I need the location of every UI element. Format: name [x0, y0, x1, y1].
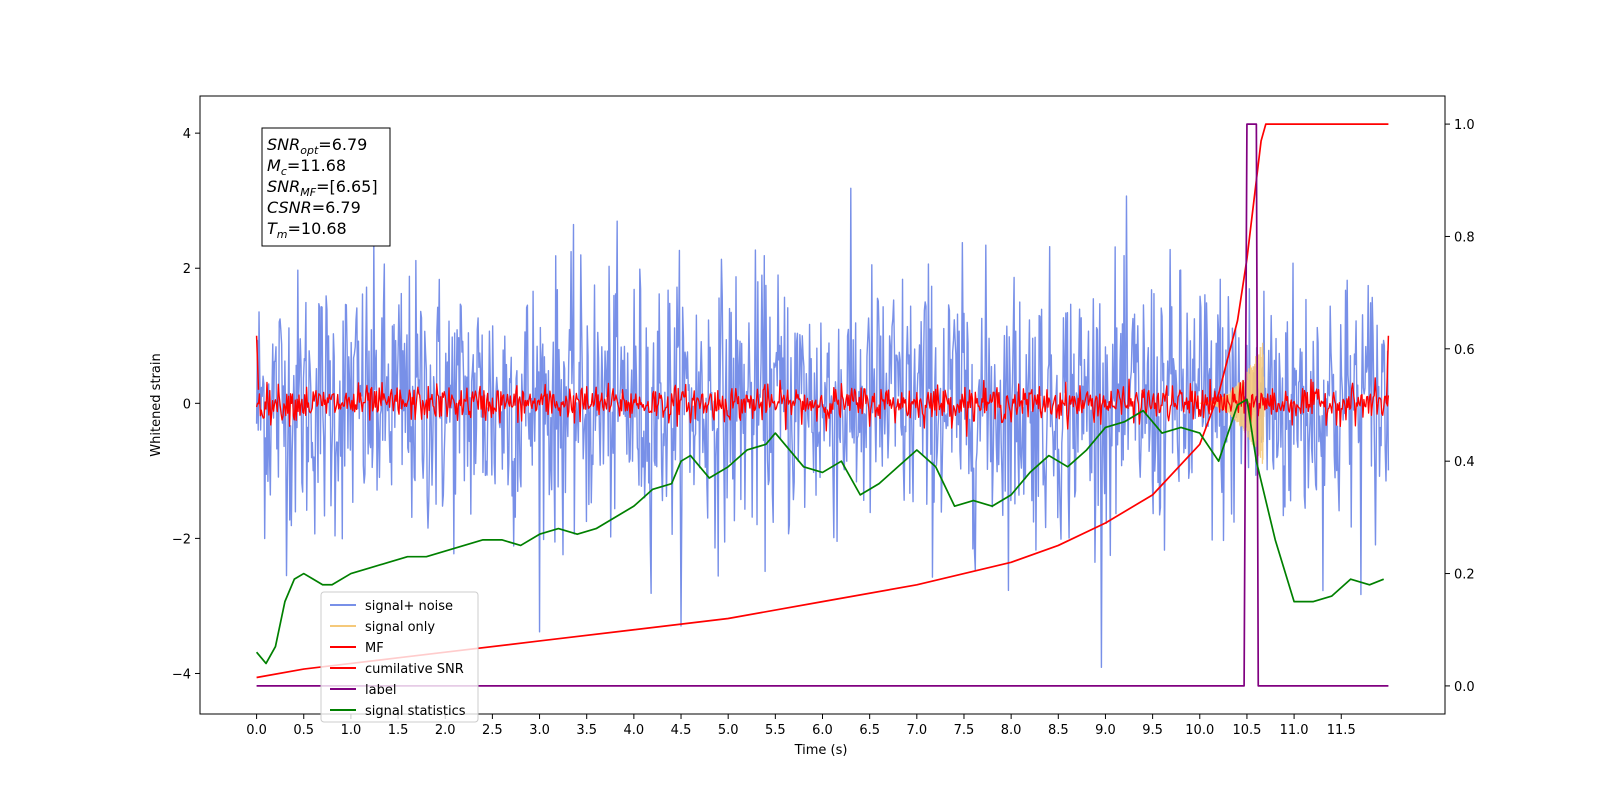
mf-end-spike [1385, 335, 1390, 404]
x-tick-label: 9.0 [1095, 723, 1116, 738]
annotation-line: SNRopt=6.79 [267, 135, 367, 157]
series-signal-statistics-line [255, 398, 1385, 665]
left-y-tick-label: 0 [183, 397, 191, 412]
x-tick-label: 11.0 [1280, 723, 1309, 738]
x-tick-label: 3.0 [529, 723, 550, 738]
series-mf-line [255, 377, 1390, 437]
y-axis-label: Whitened strain [149, 353, 164, 456]
x-tick-label: 8.5 [1048, 723, 1069, 738]
series-layer [255, 123, 1390, 687]
left-y-tick-label: −4 [172, 667, 191, 682]
x-tick-label: 3.5 [576, 723, 597, 738]
annotation-box: SNRopt=6.79Mc=11.68SNRMF=[6.65]CSNR=6.79… [261, 127, 391, 247]
x-tick-label: 7.0 [906, 723, 927, 738]
legend-label: MF [365, 641, 384, 656]
right-y-tick-label: 0.8 [1454, 230, 1475, 245]
x-tick-label: 1.5 [388, 723, 409, 738]
left-y-tick-label: 2 [183, 262, 191, 277]
series-signal-noise-line [255, 187, 1390, 669]
x-tick-label: 10.5 [1232, 723, 1261, 738]
annotation-frame [261, 127, 391, 247]
x-tick-label: 7.5 [954, 723, 975, 738]
x-tick-label: 5.5 [765, 723, 786, 738]
x-tick-label: 2.5 [482, 723, 503, 738]
series-label-line [256, 123, 1389, 687]
legend-label: signal statistics [365, 704, 466, 719]
left-y-axis: −4 −2 0 2 4 [172, 127, 200, 682]
x-tick-label: 5.0 [718, 723, 739, 738]
x-tick-label: 4.0 [624, 723, 645, 738]
right-y-tick-label: 0.4 [1454, 455, 1475, 470]
annotation-line: SNRMF=[6.65] [267, 177, 378, 199]
x-tick-label: 10.0 [1185, 723, 1214, 738]
x-tick-label: 0.0 [246, 723, 267, 738]
annotation-line: Mc=11.68 [267, 156, 346, 178]
x-tick-label: 0.5 [293, 723, 314, 738]
x-axis: 0.0 0.5 1.0 1.5 2.0 2.5 3.0 3.5 4.0 4.5 5.0 5.5 6.0 6… [246, 714, 1356, 738]
right-y-tick-label: 0.0 [1454, 680, 1475, 695]
legend-frame [320, 591, 479, 723]
legend: signal+ noise signal only MF cumilative SNR… [320, 591, 479, 723]
x-tick-label: 1.0 [341, 723, 362, 738]
legend-label: cumilative SNR [365, 662, 464, 677]
x-tick-label: 11.5 [1327, 723, 1356, 738]
annotation-line: CSNR=6.79 [267, 198, 361, 217]
left-y-tick-label: 4 [183, 127, 191, 142]
x-tick-label: 6.5 [859, 723, 880, 738]
annotation-line: Tm=10.68 [267, 219, 347, 241]
x-axis-label: Time (s) [794, 743, 848, 758]
legend-label: signal only [365, 620, 435, 635]
right-y-axis: 0.0 0.2 0.4 0.6 0.8 1.0 [1445, 118, 1475, 695]
right-y-tick-label: 0.6 [1454, 343, 1475, 358]
x-tick-label: 2.0 [435, 723, 456, 738]
right-y-tick-label: 0.2 [1454, 568, 1475, 583]
x-tick-label: 6.0 [812, 723, 833, 738]
legend-label: label [365, 683, 396, 698]
x-tick-label: 8.0 [1001, 723, 1022, 738]
right-y-tick-label: 1.0 [1454, 118, 1475, 133]
left-y-tick-label: −2 [172, 532, 191, 547]
x-tick-label: 4.5 [671, 723, 692, 738]
x-tick-label: 9.5 [1142, 723, 1163, 738]
legend-label: signal+ noise [365, 599, 453, 614]
mf-start-spike [255, 335, 260, 390]
